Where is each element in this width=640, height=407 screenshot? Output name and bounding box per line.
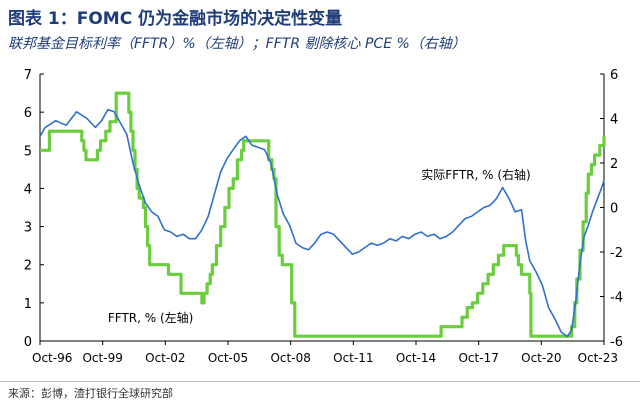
- chart-title: 图表 1：FOMC 仍为金融市场的决定性变量: [8, 9, 343, 29]
- right-tick-label: 6: [610, 68, 618, 83]
- left-tick-label: 5: [24, 144, 32, 159]
- x-tick-label: Oct-02: [145, 351, 185, 365]
- x-tick-label: Oct-14: [396, 351, 436, 365]
- left-tick-label: 7: [24, 68, 32, 83]
- series-layer: [39, 91, 606, 338]
- chart-subtitle: 联邦基金目标利率（FFTR）%（左轴）；FFTR 剔除核心 PCE %（右轴）: [8, 36, 466, 52]
- x-tick-label: Oct-17: [458, 351, 498, 365]
- x-tick-label: Oct-08: [270, 351, 310, 365]
- right-tick-label: 2: [610, 157, 618, 172]
- left-tick-label: 1: [24, 297, 32, 312]
- right-tick-label: -4: [610, 291, 623, 306]
- x-tick-label: Oct-99: [82, 351, 122, 365]
- right-tick-label: -6: [610, 335, 623, 350]
- right-tick-label: 0: [610, 202, 618, 217]
- left-tick-label: 2: [24, 259, 32, 274]
- chart: 0 1 2 3 4 5 6 7 -6 -4 -2 0 2 4 6 Oct-96 Oct-99 Oct-02 Oct-…: [24, 68, 623, 365]
- left-tick-label: 3: [24, 221, 32, 236]
- real-fftr-series-label: 实际FFTR, % (右轴): [421, 167, 530, 182]
- fftr-series-label: FFTR, % (左轴): [108, 310, 193, 325]
- left-tick-label: 6: [24, 106, 32, 121]
- x-tick-label: Oct-20: [521, 351, 561, 365]
- x-tick-label: Oct-23: [578, 351, 618, 365]
- right-tick-label: -2: [610, 246, 623, 261]
- x-tick-label: Oct-11: [333, 351, 373, 365]
- axes: 0 1 2 3 4 5 6 7 -6 -4 -2 0 2 4 6 Oct-96 Oct-99 Oct-02 Oct-…: [24, 68, 623, 365]
- left-tick-label: 4: [24, 182, 32, 197]
- x-tick-label: Oct-05: [208, 351, 248, 365]
- source-note: 来源：彭博，渣打银行全球研究部: [8, 387, 173, 400]
- left-tick-label: 0: [24, 335, 32, 350]
- right-tick-label: 4: [610, 113, 618, 128]
- fftr-line: [40, 91, 606, 338]
- real-fftr-line: [39, 108, 605, 338]
- x-tick-label: Oct-96: [32, 351, 72, 365]
- annotation-layer: 实际FFTR, % (右轴) FFTR, % (左轴): [108, 167, 531, 325]
- divider: [0, 381, 640, 382]
